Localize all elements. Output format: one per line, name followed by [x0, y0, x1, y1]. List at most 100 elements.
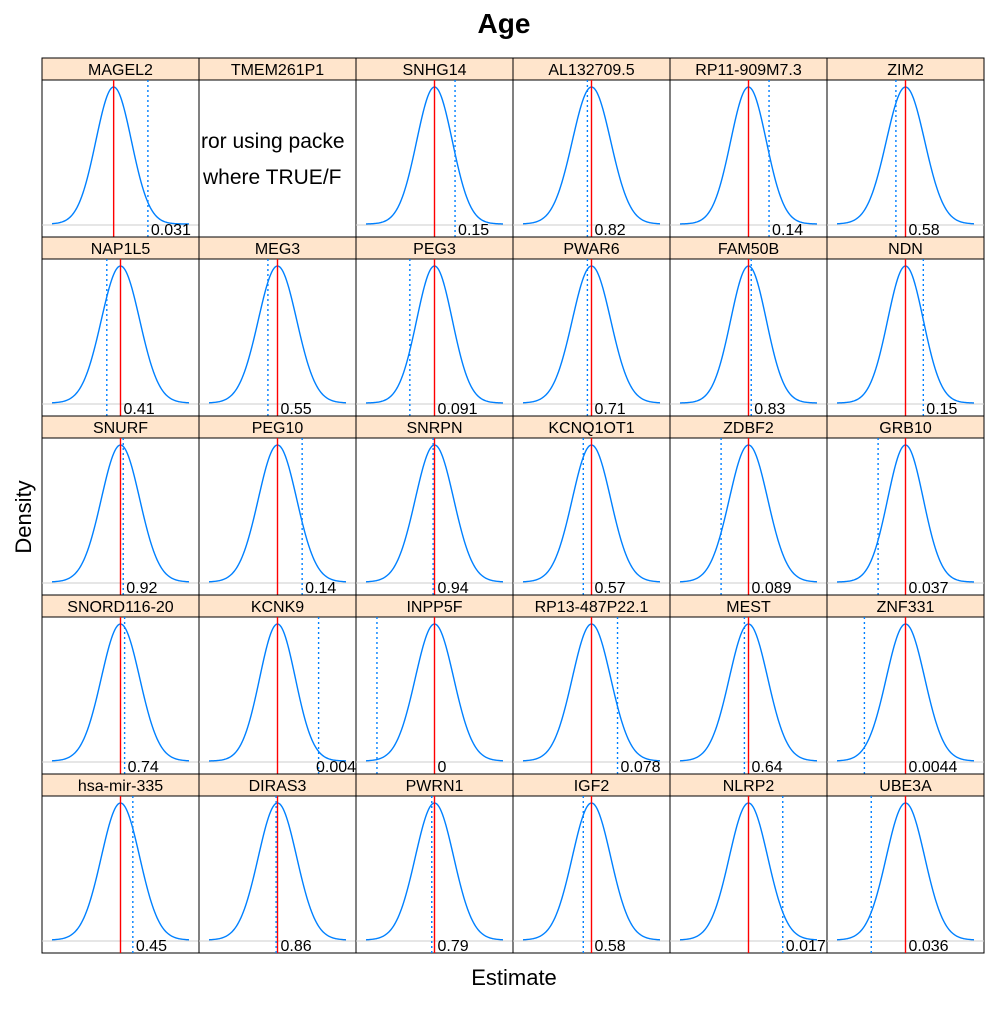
chart-title: Age: [478, 8, 531, 39]
p-value-label: 0.14: [772, 222, 803, 239]
panel: UBE3A 0.036: [826, 773, 985, 955]
panel-strip-label: SNURF: [93, 420, 148, 437]
panel: PWAR6 0.71: [512, 236, 671, 418]
panel-strip-label: ZNF331: [877, 599, 935, 616]
p-value-label: 0.57: [595, 580, 626, 597]
panel-strip-label: SNORD116-20: [67, 599, 174, 616]
panel-strip-label: UBE3A: [879, 778, 932, 795]
y-axis-label: Density: [11, 480, 36, 553]
panel-marks: 0.078: [513, 617, 670, 776]
panel-strip-label: KCNK9: [251, 599, 304, 616]
p-value-label: 0.86: [281, 938, 312, 955]
p-value-label: 0.017: [786, 938, 826, 955]
panel: MAGEL2 0.031: [41, 57, 200, 239]
panel-marks: 0.031: [42, 80, 199, 239]
panel-strip-label: FAM50B: [718, 241, 779, 258]
p-value-label: 0.036: [909, 938, 949, 955]
panel-strip-label: PEG3: [413, 241, 456, 258]
p-value-label: 0.15: [458, 222, 489, 239]
panel-strip-label: hsa-mir-335: [78, 778, 163, 795]
panel-plot-area: [41, 79, 200, 238]
p-value-label: 0.45: [136, 938, 167, 955]
p-value-label: 0.091: [438, 401, 478, 418]
p-value-label: 0.58: [909, 222, 940, 239]
panel-plot-area: [198, 79, 357, 238]
p-value-label: 0.71: [595, 401, 626, 418]
p-value-label: 0.078: [621, 759, 661, 776]
panel: FAM50B 0.83: [669, 236, 828, 417]
panel: PEG10 0.14: [198, 415, 357, 597]
panel: SNHG14 0.15: [355, 57, 514, 239]
panel: ZDBF2 0.089: [669, 415, 828, 597]
p-value-label: 0.037: [909, 580, 949, 597]
density-curve: [51, 86, 189, 225]
panel: ZIM2 0.58: [826, 57, 985, 239]
panel-strip-label: NAP1L5: [91, 241, 151, 258]
error-message-line: ror using packe: [201, 130, 345, 153]
panel-marks: 0.82: [513, 80, 670, 237]
panel: PWRN1 0.79: [355, 773, 514, 954]
panel-marks: 0.79: [356, 796, 513, 953]
panel-strip-label: KCNQ1OT1: [548, 420, 634, 437]
panel-marks: 0.64: [670, 617, 827, 774]
panel: RP13-487P22.1 0.078: [512, 594, 671, 776]
panel: SNURF 0.92: [41, 415, 200, 597]
p-value-label: 0.55: [281, 401, 312, 418]
panel: AL132709.5 0.82: [512, 57, 671, 238]
p-value-label: 0.58: [595, 938, 626, 955]
panel: hsa-mir-335 0.45: [41, 773, 200, 955]
panel: RP11-909M7.3 0.14: [669, 57, 828, 239]
p-value-label: 0.089: [752, 580, 792, 597]
panel-marks: 0.58: [827, 80, 984, 239]
panel: NAP1L5 0.41: [41, 236, 200, 418]
panel-marks: 0.45: [42, 796, 199, 955]
panel-marks: 0.089: [670, 438, 827, 597]
panel-strip-label: AL132709.5: [548, 62, 634, 79]
panel-strip-label: PWRN1: [406, 778, 464, 795]
panel-marks: 0.0044: [827, 617, 984, 776]
panel-strip-label: ZDBF2: [723, 420, 774, 437]
panel: ZNF331 0.0044: [826, 594, 985, 776]
panel-marks: 0.58: [513, 796, 670, 955]
panel: TMEM261P1 ror using packe where TRUE/F: [198, 57, 357, 238]
panel: DIRAS3 0.86: [198, 773, 357, 955]
p-value-label: 0.15: [926, 401, 957, 418]
panel-marks: 0.92: [42, 438, 199, 597]
panel-marks: 0.14: [199, 438, 356, 597]
p-value-label: 0.41: [124, 401, 155, 418]
panel: KCNK9 0.004: [198, 594, 357, 775]
panel-marks: 0.004: [199, 617, 356, 774]
panel: GRB10 0.037: [826, 415, 985, 597]
panel-strip-label: PWAR6: [563, 241, 619, 258]
panel-strip-label: DIRAS3: [249, 778, 307, 795]
panel-strip-label: ZIM2: [887, 62, 924, 79]
panel: IGF2 0.58: [512, 773, 671, 955]
panel: SNORD116-20 0.74: [41, 594, 200, 775]
panel-strip-label: GRB10: [879, 420, 932, 437]
panel: PEG3 0.091: [355, 236, 514, 418]
panel: SNRPN 0.94: [355, 415, 514, 596]
panel-strip-label: RP11-909M7.3: [695, 62, 802, 79]
panel-marks: 0.037: [827, 438, 984, 597]
p-value-label: 0: [438, 759, 447, 776]
panel-strip-label: SNRPN: [406, 420, 462, 437]
panel: NLRP2 0.017: [669, 773, 828, 955]
panel-marks: 0.036: [827, 796, 984, 955]
panel-marks: 0.94: [356, 438, 513, 595]
panel-strip-label: TMEM261P1: [231, 62, 324, 79]
panel-strip-label: IGF2: [574, 778, 610, 795]
p-value-label: 0.031: [151, 222, 191, 239]
panel: INPP5F 0: [355, 594, 514, 776]
panel-strip-label: SNHG14: [402, 62, 466, 79]
panel-strip-label: INPP5F: [406, 599, 462, 616]
panel-marks: 0.15: [356, 80, 513, 239]
panel: MEG3 0.55: [198, 236, 357, 418]
error-message-line: where TRUE/F: [202, 166, 341, 189]
p-value-label: 0.0044: [909, 759, 958, 776]
panel-strip-label: NDN: [888, 241, 923, 258]
p-value-label: 0.14: [305, 580, 336, 597]
panel-marks: 0.71: [513, 259, 670, 418]
p-value-label: 0.92: [126, 580, 157, 597]
